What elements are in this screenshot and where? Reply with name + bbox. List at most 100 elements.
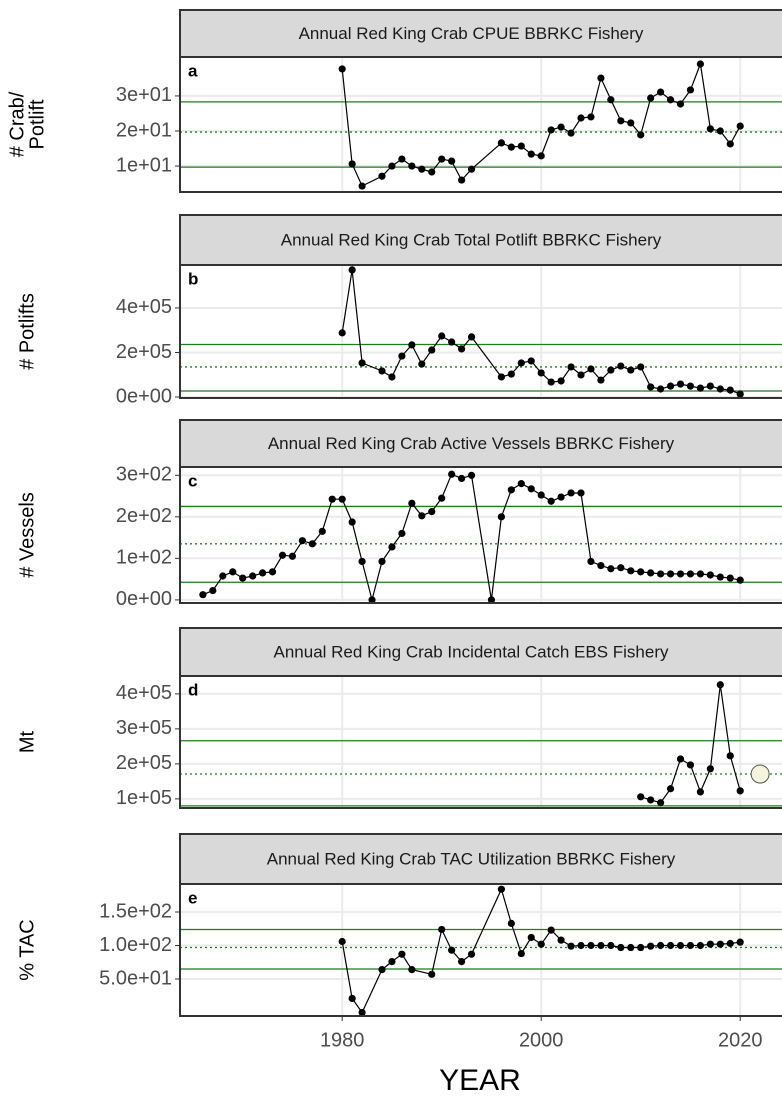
data-point xyxy=(577,941,585,950)
data-point xyxy=(398,352,406,360)
data-point xyxy=(537,152,545,160)
plot-bg xyxy=(180,676,782,808)
data-point xyxy=(726,752,734,760)
data-point xyxy=(726,140,734,148)
data-point xyxy=(348,518,356,526)
data-point xyxy=(627,119,635,127)
panel-tag: b xyxy=(188,269,198,288)
data-point xyxy=(507,919,515,927)
y-tick-label: 1e+05 xyxy=(116,787,172,809)
data-point xyxy=(706,382,714,390)
panel-title: Annual Red King Crab Total Potlift BBRKC… xyxy=(281,230,662,249)
data-point xyxy=(706,940,714,948)
x-tick-label: 2020 xyxy=(718,1029,763,1051)
data-point xyxy=(268,568,277,576)
y-tick-label: 4e+05 xyxy=(116,296,172,318)
data-point xyxy=(666,382,675,390)
data-point xyxy=(318,527,326,535)
data-point xyxy=(637,943,645,952)
data-point xyxy=(378,172,386,180)
data-point xyxy=(398,155,406,163)
plot-bg xyxy=(180,884,782,1016)
data-point xyxy=(547,126,555,134)
data-point xyxy=(617,564,625,572)
data-point xyxy=(716,940,724,948)
data-point xyxy=(637,363,645,371)
data-point xyxy=(537,491,545,499)
y-tick-label: 5.0e+01 xyxy=(99,967,172,989)
data-point xyxy=(358,182,366,190)
data-point xyxy=(577,371,585,379)
data-point xyxy=(567,129,575,137)
plot-border xyxy=(179,883,782,1017)
data-point xyxy=(597,74,605,82)
panel-tag: e xyxy=(188,888,197,907)
data-point xyxy=(567,363,575,371)
data-point xyxy=(457,474,466,483)
data-point xyxy=(597,562,605,570)
data-point xyxy=(507,143,515,151)
y-tick-label: 0e+00 xyxy=(116,385,172,407)
data-point xyxy=(577,114,585,122)
data-point xyxy=(527,150,535,158)
data-point xyxy=(557,377,565,385)
data-point xyxy=(587,365,595,373)
data-point xyxy=(637,568,645,576)
y-axis-title: % TAC xyxy=(16,919,38,981)
data-point xyxy=(467,471,476,479)
data-point xyxy=(527,485,535,493)
data-point xyxy=(696,941,705,950)
data-point xyxy=(666,570,675,578)
data-point xyxy=(438,332,446,340)
panel-tag: c xyxy=(188,471,197,490)
data-point xyxy=(388,162,396,170)
y-axis-title: Mt xyxy=(16,730,38,753)
y-tick-label: 3e+05 xyxy=(116,717,172,739)
data-point xyxy=(448,946,456,954)
data-point xyxy=(338,937,346,946)
data-point xyxy=(587,557,595,566)
highlight-point xyxy=(750,764,770,784)
data-point xyxy=(547,926,555,934)
data-point xyxy=(706,571,714,579)
data-point xyxy=(448,338,456,346)
data-point xyxy=(696,788,705,796)
data-point xyxy=(418,512,426,520)
data-point xyxy=(527,357,535,365)
data-point xyxy=(657,385,665,393)
y-tick-label: 2e+01 xyxy=(116,119,172,141)
data-point xyxy=(358,557,366,566)
data-point xyxy=(657,570,665,578)
data-point xyxy=(637,793,645,801)
panel-tag: a xyxy=(188,61,198,80)
data-point xyxy=(258,569,267,577)
data-point xyxy=(647,383,655,391)
data-point xyxy=(676,570,685,578)
data-point xyxy=(647,942,655,950)
panel-title: Annual Red King Crab Incidental Catch EB… xyxy=(274,642,669,661)
y-tick-label: 2e+05 xyxy=(116,752,172,774)
data-point xyxy=(706,125,714,133)
data-point xyxy=(219,572,227,580)
data-point xyxy=(647,94,655,102)
data-point xyxy=(249,572,257,580)
data-point xyxy=(398,529,406,538)
y-tick-label: 0e+00 xyxy=(116,588,172,610)
data-point xyxy=(647,796,655,804)
data-point xyxy=(637,131,645,139)
data-point xyxy=(627,567,635,575)
data-point xyxy=(537,369,545,377)
data-point xyxy=(577,489,585,497)
data-point xyxy=(696,384,705,392)
x-tick-label: 2000 xyxy=(519,1029,564,1051)
y-tick-label: 1.0e+02 xyxy=(99,934,172,956)
data-point xyxy=(378,367,386,375)
data-point xyxy=(428,970,436,978)
data-point xyxy=(418,360,426,368)
data-point xyxy=(547,497,555,505)
data-point xyxy=(557,936,565,944)
data-point xyxy=(358,1008,366,1017)
data-point xyxy=(388,957,396,966)
y-tick-label: 3e+01 xyxy=(116,84,172,106)
